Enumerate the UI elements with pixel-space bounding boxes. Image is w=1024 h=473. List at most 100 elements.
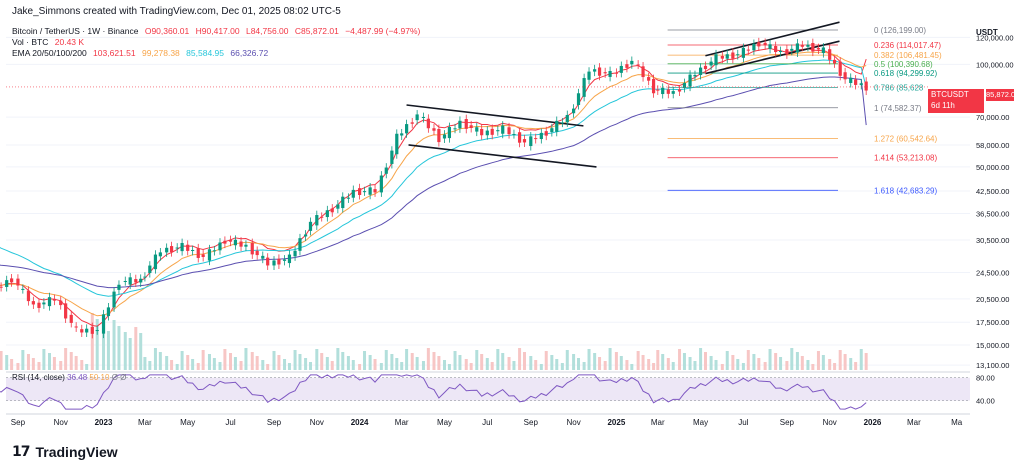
volume-bar [608,348,612,370]
last-price-countdown: 6d 11h [931,101,955,110]
rsi-label[interactable]: RSI (14, close) [12,373,65,382]
candle-body [421,116,426,119]
time-tick-label: Mar [907,418,921,427]
candle-body [64,303,68,319]
volume-label[interactable]: Vol · BTC [12,37,49,47]
volume-bar [565,350,569,370]
candle-body [390,150,394,164]
ema50-value: 99,278.38 [141,48,180,58]
rsi-band [6,377,970,401]
volume-bar [31,358,35,370]
volume-bar [671,362,675,370]
price-tick-label: 100,000.00 [976,60,1014,69]
volume-bar [158,352,162,370]
candle-body [464,119,468,129]
time-tick-label: Jul [225,418,235,427]
volume-bars [0,313,868,370]
candle-body [112,291,116,308]
candle-body [325,210,329,218]
time-tick-label: Mar [138,418,152,427]
candle-body [709,61,713,66]
volume-bar [421,361,425,370]
ema100-value: 85,584.95 [186,48,224,58]
candle-body [507,127,511,135]
candle-body [741,47,745,58]
volume-bar [410,353,414,370]
candle-body [368,187,372,195]
ohlc-low: L84,756.00 [245,26,289,36]
volume-bar [373,359,377,370]
candle-body [410,122,414,124]
candle-body [362,191,367,193]
candle-body [346,197,350,199]
symbol-legend: Bitcoin / TetherUS · 1W · Binance O90,36… [12,26,424,36]
candle-body [550,128,554,133]
candle-body [308,221,313,231]
candle-body [158,252,162,257]
tradingview-logo-icon: 17 [12,444,31,460]
candle-body [688,74,692,87]
candle-body [485,130,489,136]
volume-bar [0,351,3,370]
candle-body [800,45,804,47]
ohlc-high: H90,417.00 [195,26,240,36]
candle-body [698,67,703,76]
volume-bar [175,364,179,370]
candle-body [123,280,127,282]
candle-body [725,54,729,59]
candle-body [233,239,238,246]
volume-bar [153,348,157,370]
candle-body [703,65,708,70]
candle-body [223,240,227,244]
last-price-value: 85,872.01 [986,89,1020,101]
tradingview-logo[interactable]: 17 TradingView [12,444,118,460]
rsi-legend: RSI (14, close) 36.48 50 10 Ø Ø [12,373,126,382]
candle-body [10,278,14,283]
candle-body [26,290,31,302]
candle-body [795,43,800,53]
rsi-lower-setting: 10 [100,373,110,382]
candle-body [255,250,259,256]
candle-body [661,87,665,95]
volume-bar [405,349,409,370]
fib-level-label: 0.382 (106,481.45) [874,51,942,60]
volume-bar [368,355,372,370]
rising-channel-upper [705,21,840,57]
volume-bar [572,354,576,370]
volume-bar [529,356,533,370]
ohlc-open: O90,360.01 [144,26,190,36]
volume-bar [432,352,436,370]
volume-bar [346,356,350,370]
candle-body [0,286,3,288]
candle-body [811,42,815,52]
candle-body [153,254,158,270]
volume-bar [117,326,121,370]
fib-level-label: 1.272 (60,542.64) [874,135,937,144]
symbol-title[interactable]: Bitcoin / TetherUS · 1W · Binance [12,26,139,36]
volume-bar [854,362,858,370]
candle-body [5,280,9,287]
candle-body [587,71,591,80]
volume-bar [625,360,629,370]
candle-body [52,298,57,301]
volume-bar [555,359,559,370]
candle-body [117,284,121,290]
volume-bar [196,363,200,370]
volume-bar [395,358,399,370]
volume-bar [330,361,334,370]
candle-body [447,127,452,139]
candle-body [774,46,778,53]
volume-bar [828,359,832,370]
volume-bar [593,353,597,370]
candle-body [165,247,169,253]
candle-body [315,215,319,226]
volume-bar [598,357,602,370]
candle-body [555,120,559,132]
candle-body [544,131,548,136]
candle-body [539,132,543,140]
candle-body [80,329,84,333]
candle-body [196,248,200,258]
price-tick-label: 24,500.00 [976,268,1009,277]
time-tick-label: Mar [395,418,409,427]
ema-label[interactable]: EMA 20/50/100/200 [12,48,87,58]
